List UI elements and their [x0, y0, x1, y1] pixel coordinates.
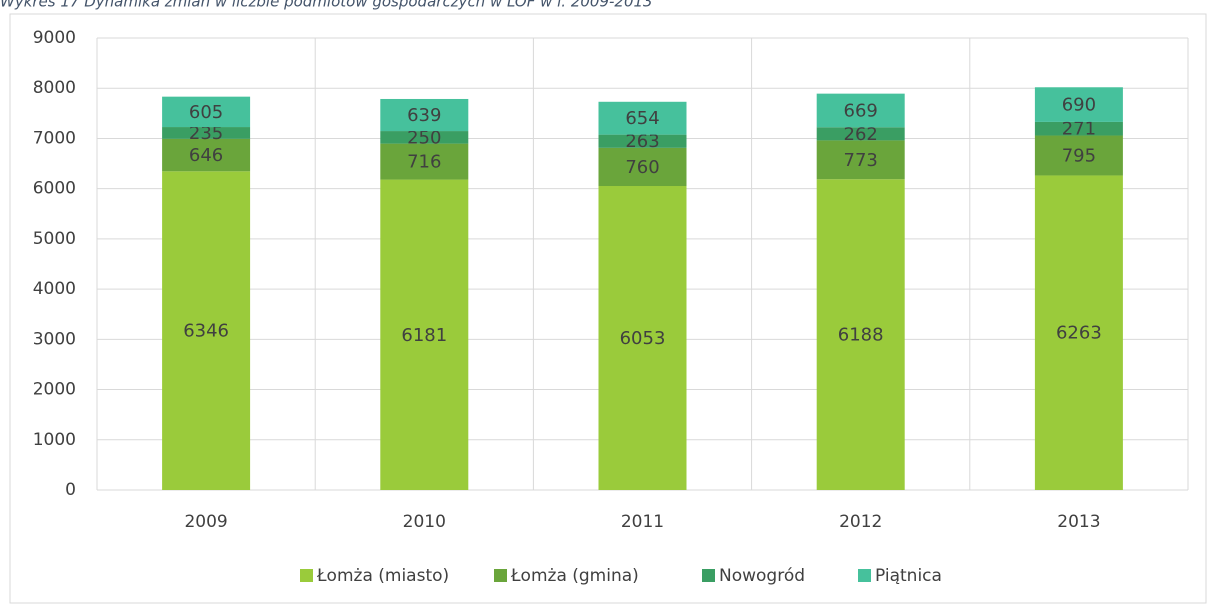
bar-segment [380, 98, 469, 132]
data-label: 250 [407, 127, 441, 148]
data-label: 6188 [838, 325, 884, 346]
bar-segment [162, 171, 251, 490]
x-tick-label: 2011 [621, 512, 664, 532]
bar-segment [162, 96, 251, 128]
data-label: 760 [625, 157, 659, 178]
data-label: 795 [1062, 145, 1096, 166]
data-label: 669 [844, 100, 878, 121]
legend-swatch [858, 569, 871, 582]
data-label: 654 [625, 108, 659, 129]
bar-segment [1034, 135, 1123, 176]
y-tick-label: 0 [65, 480, 76, 500]
legend-label: Łomża (gmina) [510, 566, 639, 586]
legend-swatch [702, 569, 715, 582]
bar-segment [162, 138, 251, 172]
bar-segment [598, 147, 687, 187]
data-label: 773 [844, 150, 878, 171]
data-label: 605 [189, 102, 223, 123]
bar-segment [816, 93, 905, 128]
y-tick-label: 9000 [33, 28, 76, 48]
bar-segment [1034, 175, 1123, 490]
y-tick-label: 7000 [33, 128, 76, 148]
data-label: 690 [1062, 95, 1096, 116]
data-label: 6181 [401, 325, 447, 346]
y-tick-label: 5000 [33, 229, 76, 249]
legend-swatch [494, 569, 507, 582]
data-label: 6263 [1056, 323, 1102, 344]
data-label: 263 [625, 131, 659, 152]
legend-label: Łomża (miasto) [316, 566, 449, 586]
bar-segment [380, 143, 469, 180]
data-label: 6053 [620, 328, 666, 349]
bar-segment [816, 127, 905, 141]
data-label: 262 [844, 124, 878, 145]
bar-segment [1034, 87, 1123, 122]
data-label: 639 [407, 105, 441, 126]
bar-segment [816, 179, 905, 490]
y-tick-label: 1000 [33, 430, 76, 450]
bar-segment [1034, 121, 1123, 136]
y-tick-label: 2000 [33, 380, 76, 400]
bar-segment [598, 134, 687, 148]
data-label: 271 [1062, 119, 1096, 140]
data-label: 6346 [183, 321, 229, 342]
bar-segment [598, 101, 687, 135]
chart-title: Wykres 17 Dynamika zmian w liczbie podmi… [0, 0, 653, 11]
bar-segment [380, 131, 469, 144]
data-label: 716 [407, 152, 441, 173]
x-tick-label: 2009 [184, 512, 227, 532]
y-tick-label: 8000 [33, 78, 76, 98]
y-tick-label: 6000 [33, 179, 76, 199]
data-label: 646 [189, 145, 223, 166]
legend-label: Piątnica [875, 566, 942, 586]
legend-label: Nowogród [719, 566, 805, 586]
data-label: 235 [189, 123, 223, 144]
x-tick-label: 2013 [1057, 512, 1100, 532]
legend-swatch [300, 569, 313, 582]
y-tick-label: 3000 [33, 329, 76, 349]
bar-segment [598, 186, 687, 490]
bar-segment [162, 127, 251, 139]
x-tick-label: 2010 [403, 512, 446, 532]
y-tick-label: 4000 [33, 279, 76, 299]
x-tick-label: 2012 [839, 512, 882, 532]
bar-segment [380, 179, 469, 490]
bar-segment [816, 140, 905, 180]
